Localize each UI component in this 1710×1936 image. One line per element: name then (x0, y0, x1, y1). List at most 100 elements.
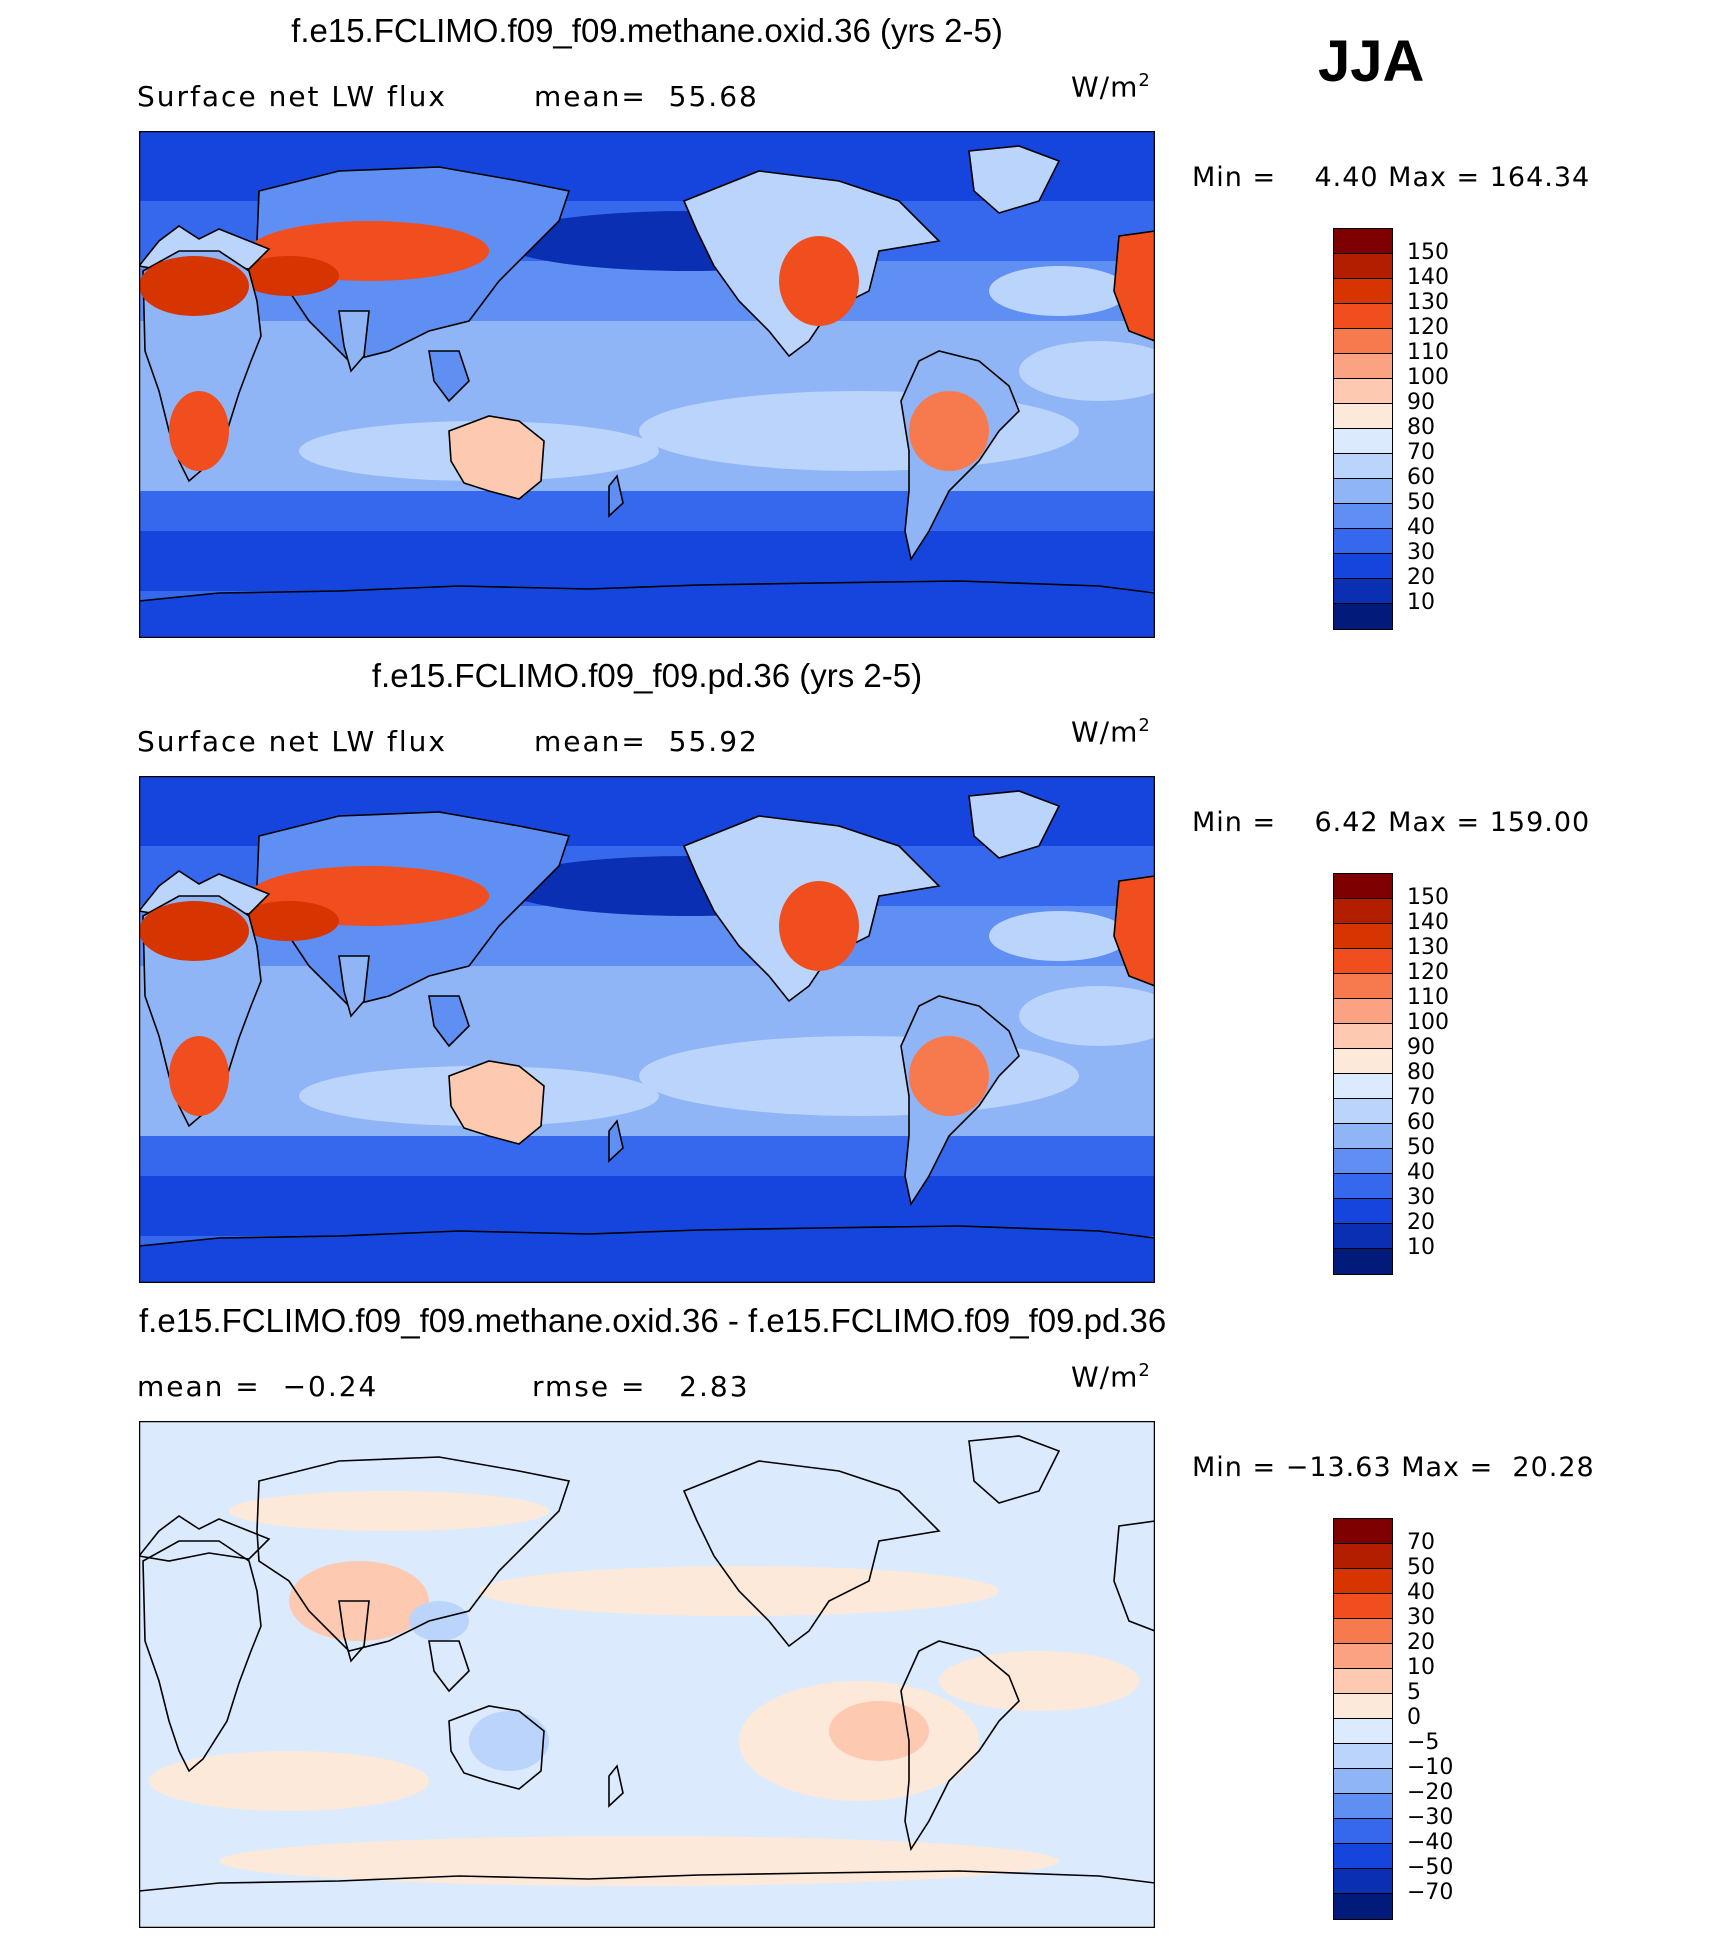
colorbar-box (1333, 428, 1393, 454)
units-label: W/m2 (1071, 70, 1151, 104)
colorbar-box (1333, 578, 1393, 604)
panel-control: f.e15.FCLIMO.f09_f09.pd.36 (yrs 2-5) Sur… (0, 645, 1710, 1290)
india-shape (338, 310, 370, 373)
colorbar-label: 40 (1407, 1580, 1435, 1605)
colorbar-box (1333, 948, 1393, 974)
india-shape (338, 1600, 370, 1663)
colorbar-label: 100 (1407, 365, 1449, 390)
colorbar-label: −40 (1407, 1830, 1454, 1855)
colorbar-label: 90 (1407, 390, 1435, 415)
colorbar-box (1333, 1023, 1393, 1049)
min-max-label: Min = −13.63 Max = 20.28 (1192, 1452, 1595, 1483)
mean-label: mean= 55.92 (534, 725, 759, 758)
colorbar-box (1333, 1518, 1393, 1544)
colorbar-box (1333, 478, 1393, 504)
colorbar-label: 110 (1407, 985, 1449, 1010)
europe-shape (139, 1515, 271, 1562)
colorbar-box (1333, 603, 1393, 630)
map-frame (139, 776, 1155, 1283)
antarctica-shape (139, 1225, 1155, 1283)
min-max-label: Min = 6.42 Max = 159.00 (1192, 807, 1591, 838)
variable-label: Surface net LW flux (137, 725, 447, 758)
australia-shape (448, 415, 545, 500)
colorbar-box (1333, 1223, 1393, 1249)
colorbar-label: 90 (1407, 1035, 1435, 1060)
midlat-band-south (139, 1136, 1155, 1176)
panel-title: f.e15.FCLIMO.f09_f09.methane.oxid.36 (yr… (291, 12, 1003, 49)
colorbar-box (1333, 1893, 1393, 1920)
units-label: W/m2 (1071, 715, 1151, 749)
diff-mean-label: mean = −0.24 (137, 1370, 379, 1403)
min-max-label: Min = 4.40 Max = 164.34 (1192, 162, 1591, 193)
colorbar-box (1333, 403, 1393, 429)
asia-shape (256, 1456, 571, 1652)
colorbar-label: 70 (1407, 440, 1435, 465)
west-africa-shape (1113, 230, 1155, 342)
units-label: W/m2 (1071, 1360, 1151, 1394)
colorbar-label: 50 (1407, 1135, 1435, 1160)
antarctica-shape (139, 1870, 1155, 1928)
colorbar-box (1333, 1643, 1393, 1669)
colorbar-box (1333, 1543, 1393, 1569)
colorbar-label: −50 (1407, 1855, 1454, 1880)
colorbar-label: 150 (1407, 240, 1449, 265)
colorbar-box (1333, 923, 1393, 949)
colorbar-label: 20 (1407, 565, 1435, 590)
tropic-band (139, 321, 1155, 381)
map-field-diff (139, 1421, 1155, 1928)
north-america-hot-core (779, 881, 859, 971)
colorbar-label: −20 (1407, 1780, 1454, 1805)
colorbar-box (1333, 228, 1393, 254)
storm-track-band (139, 531, 1155, 591)
colorbar-label: 30 (1407, 540, 1435, 565)
storm-track-band (139, 1176, 1155, 1236)
colorbar-label: 40 (1407, 1160, 1435, 1185)
colorbar-box (1333, 1843, 1393, 1869)
panel-title: f.e15.FCLIMO.f09_f09.pd.36 (yrs 2-5) (371, 657, 923, 694)
atlantic-subtropic (989, 911, 1129, 961)
colorbar-label: 140 (1407, 265, 1449, 290)
panel-experiment: f.e15.FCLIMO.f09_f09.methane.oxid.36 (yr… (0, 0, 1710, 645)
colorbar-label: 10 (1407, 1235, 1435, 1260)
variable-label: Surface net LW flux (137, 80, 447, 113)
colorbar-box (1333, 528, 1393, 554)
colorbar-label: 110 (1407, 340, 1449, 365)
australia-shape (448, 1705, 545, 1790)
colorbar-box (1333, 1048, 1393, 1074)
panel-difference: f.e15.FCLIMO.f09_f09.methane.oxid.36 - f… (0, 1290, 1710, 1935)
colorbar-label: 80 (1407, 415, 1435, 440)
arabia-hot-core (239, 901, 339, 941)
colorbar-label: 10 (1407, 1655, 1435, 1680)
colorbar-box (1333, 453, 1393, 479)
colorbar-box (1333, 1668, 1393, 1694)
colorbar-box (1333, 1248, 1393, 1275)
colorbar-box (1333, 1123, 1393, 1149)
map-field-2 (139, 776, 1155, 1283)
south-america-warm (909, 1036, 989, 1116)
colorbar-label: 50 (1407, 490, 1435, 515)
colorbar-label: 100 (1407, 1010, 1449, 1035)
colorbar-label: 120 (1407, 315, 1449, 340)
australia-shape (448, 1060, 545, 1145)
colorbar-box (1333, 1148, 1393, 1174)
north-america-hot-core (779, 236, 859, 326)
south-america-warm (909, 391, 989, 471)
diff-patch (149, 1751, 429, 1811)
new-zealand-shape (608, 1119, 624, 1163)
diff-patch (939, 1651, 1139, 1711)
rmse-label: rmse = 2.83 (532, 1370, 750, 1403)
colorbar-box (1333, 973, 1393, 999)
north-atlantic-high (1019, 986, 1155, 1046)
colorbar-box (1333, 898, 1393, 924)
colorbar-label: 80 (1407, 1060, 1435, 1085)
africa-shape (142, 1540, 262, 1773)
colorbar-box (1333, 873, 1393, 899)
colorbar-box (1333, 1568, 1393, 1594)
colorbar-box (1333, 1793, 1393, 1819)
india-shape (338, 955, 370, 1018)
midlat-band-south (139, 491, 1155, 531)
colorbar-box (1333, 1073, 1393, 1099)
north-atlantic-high (1019, 341, 1155, 401)
colorbar-box (1333, 1198, 1393, 1224)
map-field-1 (139, 131, 1155, 638)
